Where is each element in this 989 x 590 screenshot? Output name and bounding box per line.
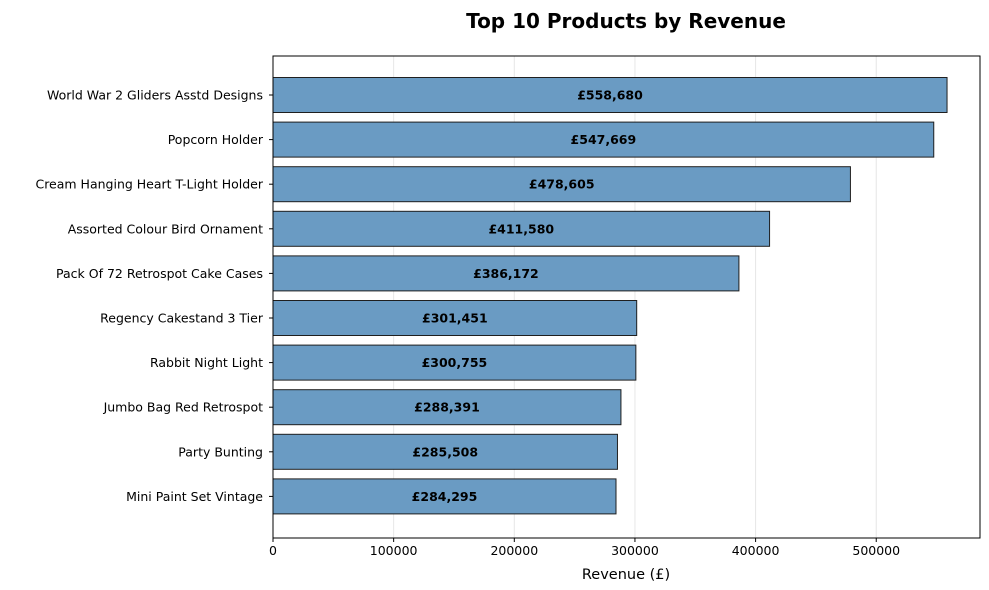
bar <box>272 433 618 470</box>
bar-data-label: £301,451 <box>422 311 488 326</box>
x-axis-label: Revenue (£) <box>582 567 670 583</box>
data-labels: £558,680 £547,669 £478,605 £411,580 £386,172… <box>412 88 643 504</box>
y-tick-label: Party Bunting <box>178 444 263 459</box>
x-tick-label: 300000 <box>611 543 659 558</box>
y-tick-label: Assorted Colour Bird Ornament <box>68 221 263 236</box>
bar-data-label: £288,391 <box>414 400 480 415</box>
plot-frame <box>272 55 981 539</box>
y-tick-label: Rabbit Night Light <box>150 355 263 370</box>
x-tick-label: 100000 <box>370 543 418 558</box>
bar <box>272 478 617 515</box>
x-tick-label: 400000 <box>732 543 780 558</box>
bars <box>272 77 948 515</box>
bar <box>272 389 622 426</box>
y-axis-ticks: World War 2 Gliders Asstd Designs Popcorn… <box>35 88 273 504</box>
bar-data-label: £386,172 <box>473 266 539 281</box>
y-tick-label: Popcorn Holder <box>168 132 264 147</box>
y-tick-label: Pack Of 72 Retrospot Cake Cases <box>56 266 263 281</box>
chart-title: Top 10 Products by Revenue <box>466 9 786 33</box>
bar-data-label: £558,680 <box>577 88 643 103</box>
bar-data-label: £411,580 <box>488 221 554 236</box>
bar-data-label: £284,295 <box>412 489 478 504</box>
x-tick-label: 500000 <box>852 543 900 558</box>
bar <box>272 300 638 336</box>
y-tick-label: Jumbo Bag Red Retrospot <box>103 400 264 415</box>
x-tick-label: 200000 <box>490 543 538 558</box>
x-tick-label: 0 <box>269 543 277 558</box>
x-axis-ticks: 0 100000 200000 300000 400000 500000 <box>269 538 900 558</box>
y-tick-label: World War 2 Gliders Asstd Designs <box>47 88 263 103</box>
bar-data-label: £285,508 <box>412 444 478 459</box>
bar <box>272 344 637 381</box>
y-tick-label: Mini Paint Set Vintage <box>126 489 263 504</box>
y-tick-label: Regency Cakestand 3 Tier <box>100 311 264 326</box>
bar-data-label: £547,669 <box>571 132 637 147</box>
bar <box>272 121 935 158</box>
bar <box>272 210 771 247</box>
bar-data-label: £478,605 <box>529 177 595 192</box>
y-tick-label: Cream Hanging Heart T-Light Holder <box>35 177 263 192</box>
bar-data-label: £300,755 <box>422 355 488 370</box>
bar <box>272 166 851 203</box>
bar <box>272 255 740 292</box>
